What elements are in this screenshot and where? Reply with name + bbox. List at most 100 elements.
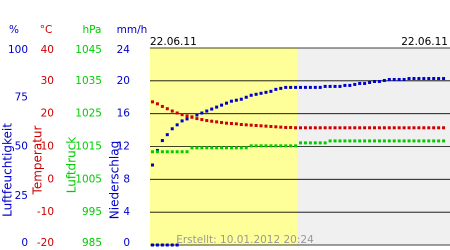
data-point: [279, 125, 283, 129]
y-tick-label: 20: [41, 108, 54, 120]
y-tick-label: 0: [47, 173, 54, 185]
data-point: [392, 78, 396, 82]
data-point: [422, 77, 426, 81]
data-point: [432, 126, 436, 130]
data-point: [185, 114, 189, 118]
data-point: [308, 126, 312, 130]
data-point: [442, 77, 446, 81]
data-point: [284, 125, 288, 129]
y-tick-label: 985: [82, 237, 102, 249]
data-point: [264, 124, 268, 128]
data-point: [407, 139, 411, 143]
data-point: [323, 84, 327, 88]
data-point: [254, 144, 258, 148]
data-point: [165, 107, 169, 111]
data-point: [353, 82, 357, 86]
data-point: [244, 146, 248, 150]
data-point: [368, 126, 372, 130]
data-point: [170, 150, 174, 154]
data-point: [377, 126, 381, 130]
data-point: [225, 146, 228, 150]
y-tick-label: 75: [15, 91, 28, 103]
data-point: [402, 126, 406, 130]
y-tick-label: 50: [15, 141, 28, 153]
y-tick-label: 995: [82, 206, 102, 218]
data-point: [333, 84, 337, 88]
data-point: [165, 133, 169, 137]
data-point: [249, 93, 253, 97]
data-point: [392, 139, 396, 143]
data-point: [264, 144, 268, 148]
axis-unit: mm/h: [117, 24, 148, 36]
data-point: [229, 146, 233, 150]
data-point: [299, 141, 302, 145]
data-point: [215, 146, 219, 150]
data-point: [442, 126, 446, 130]
y-tick-label: 25: [15, 190, 28, 202]
data-point: [407, 126, 411, 130]
data-point: [294, 126, 298, 130]
data-point: [368, 80, 372, 84]
data-point: [432, 139, 436, 143]
data-point: [165, 243, 169, 247]
data-point: [220, 103, 224, 107]
data-point: [363, 139, 367, 143]
data-point: [165, 150, 169, 154]
data-point: [417, 77, 421, 81]
data-point: [249, 144, 253, 148]
data-point: [318, 141, 322, 145]
data-point: [190, 115, 194, 119]
data-point: [180, 119, 184, 123]
y-tick-label: 0: [21, 237, 28, 249]
end-date: 22.06.11: [401, 36, 448, 48]
data-point: [363, 81, 367, 85]
data-point: [279, 144, 283, 148]
data-point: [205, 119, 209, 123]
data-point: [338, 126, 342, 130]
data-point: [175, 243, 179, 247]
data-point: [289, 85, 293, 89]
data-point: [387, 78, 391, 82]
axis-title: Luftfeuchtigkeit: [1, 123, 15, 217]
data-point: [180, 113, 184, 117]
data-point: [437, 77, 441, 81]
y-tick-label: 24: [117, 44, 131, 56]
y-tick-label: 30: [41, 75, 54, 87]
data-point: [382, 139, 386, 143]
data-point: [318, 85, 322, 89]
data-point: [151, 243, 154, 247]
data-point: [318, 126, 322, 130]
data-point: [348, 139, 352, 143]
data-point: [190, 146, 194, 150]
data-point: [239, 97, 243, 101]
data-point: [239, 146, 243, 150]
data-point: [289, 144, 293, 148]
axis-title: Luftdruck: [65, 137, 79, 194]
data-point: [239, 123, 243, 127]
data-point: [358, 126, 362, 130]
data-point: [373, 126, 376, 130]
data-point: [328, 139, 332, 143]
data-point: [155, 102, 159, 106]
data-point: [220, 121, 224, 125]
data-point: [254, 92, 258, 96]
data-point: [427, 77, 431, 81]
data-point: [348, 126, 352, 130]
data-point: [412, 77, 416, 81]
data-point: [200, 111, 204, 115]
y-tick-label: 12: [117, 141, 130, 153]
data-point: [210, 107, 214, 111]
data-point: [229, 99, 233, 103]
data-point: [215, 105, 219, 109]
data-point: [259, 124, 263, 128]
data-point: [328, 126, 332, 130]
data-point: [244, 123, 248, 127]
data-point: [343, 139, 347, 143]
data-point: [338, 139, 342, 143]
data-point: [220, 146, 224, 150]
data-point: [323, 126, 327, 130]
data-point: [294, 85, 298, 89]
data-point: [437, 126, 441, 130]
data-point: [442, 139, 446, 143]
data-point: [313, 141, 317, 145]
